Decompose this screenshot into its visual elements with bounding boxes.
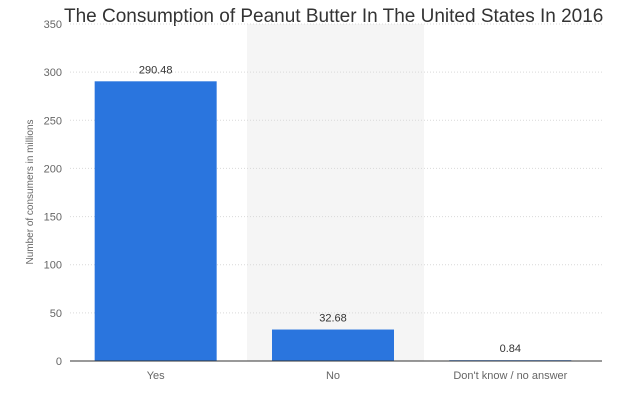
x-tick-label: Don't know / no answer xyxy=(453,370,567,382)
labels: 0 50 100 150 200 250 300 350 290.48 Yes 32.68 No 0.8… xyxy=(44,19,568,382)
y-tick-label: 300 xyxy=(44,67,62,79)
y-tick-label: 150 xyxy=(44,212,62,224)
bars xyxy=(94,81,572,361)
y-axis-title: Number of consumers in millions xyxy=(25,119,36,264)
data-label: 32.68 xyxy=(319,313,347,325)
chart-title: The Consumption of Peanut Butter In The … xyxy=(64,6,604,27)
data-label: 290.48 xyxy=(139,64,173,76)
y-tick-label: 350 xyxy=(44,19,62,31)
highlight-band xyxy=(247,24,424,361)
x-tick-label: Yes xyxy=(147,370,165,382)
x-tick-label: No xyxy=(326,370,340,382)
y-tick-label: 100 xyxy=(44,260,62,272)
data-label: 0.84 xyxy=(500,343,521,355)
y-tick-label: 200 xyxy=(44,163,62,175)
bar xyxy=(94,81,217,361)
y-tick-label: 250 xyxy=(44,115,62,127)
y-tick-label: 50 xyxy=(50,308,62,320)
y-tick-label: 0 xyxy=(56,356,62,368)
bar xyxy=(272,329,394,361)
